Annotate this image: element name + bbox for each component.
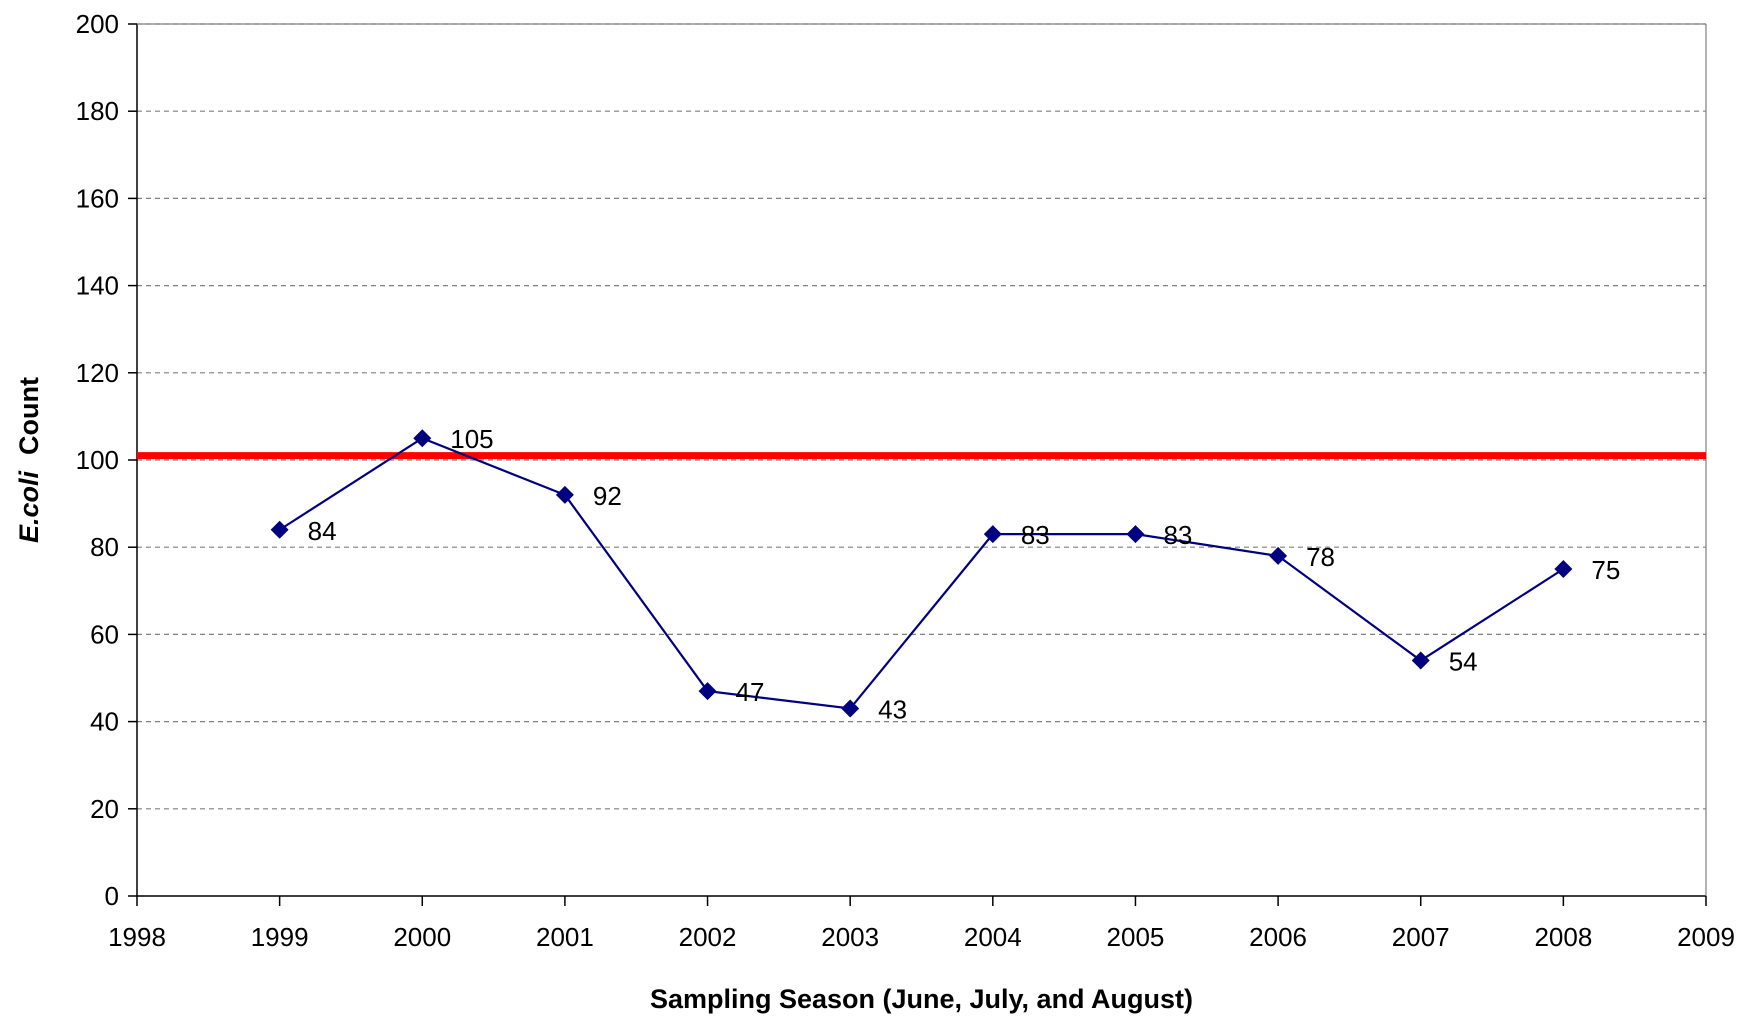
y-tick-label-60: 60 [90,619,119,649]
x-tick-label-1998: 1998 [108,922,166,952]
series-line-0 [279,436,1564,710]
x-tick-label-2007: 2007 [1392,922,1450,952]
data-label-2006: 78 [1306,542,1335,572]
data-label-2007: 54 [1449,647,1478,677]
gridlines [137,23,1706,810]
data-point-2001 [555,485,574,504]
x-tick-label-2001: 2001 [536,922,594,952]
x-tick-label-2003: 2003 [821,922,879,952]
y-tick-label-160: 160 [76,183,119,213]
y-tick-label-40: 40 [90,707,119,737]
data-point-2003 [841,699,860,718]
y-tick-label-80: 80 [90,532,119,562]
x-tick-label-2006: 2006 [1249,922,1307,952]
y-tick-label-20: 20 [90,794,119,824]
y-tick-label-140: 140 [76,271,119,301]
y-tick-label-200: 200 [76,9,119,39]
data-label-1999: 84 [308,516,337,546]
data-labels: 84 105 92 47 43 83 83 78 54 75 [308,424,1621,724]
x-tick-label-2005: 2005 [1107,922,1165,952]
data-point-2006 [1269,546,1288,565]
x-tick-label-2004: 2004 [964,922,1022,952]
data-label-2004: 83 [1021,520,1050,550]
y-axis-title-rest: Count [14,377,44,455]
x-tick-label-2008: 2008 [1534,922,1592,952]
x-tick-label-2000: 2000 [393,922,451,952]
data-point-2000 [413,429,432,448]
data-label-2003: 43 [878,695,907,725]
x-axis-title: Sampling Season (June, July, and August) [650,984,1193,1014]
y-axis-title: E.coli Count [14,377,44,543]
x-tick-label-1999: 1999 [251,922,309,952]
axes: 0 20 40 60 80 100 120 140 160 180 200 1998 1999 2000 2… [76,9,1735,952]
y-tick-label-180: 180 [76,96,119,126]
data-label-2001: 92 [593,481,622,511]
y-tick-label-100: 100 [76,445,119,475]
data-label-2002: 47 [736,677,765,707]
data-point-2007 [1411,651,1430,670]
y-tick-label-120: 120 [76,358,119,388]
data-point-1999 [270,520,289,539]
y-tick-label-0: 0 [105,881,119,911]
data-label-2005: 83 [1163,520,1192,550]
y-axis-title-italic: E.coli [14,470,44,543]
data-label-2000: 105 [450,424,493,454]
data-point-2005 [1126,525,1145,544]
data-label-2008: 75 [1591,555,1620,585]
data-point-2004 [983,525,1002,544]
data-point-2002 [698,682,717,701]
data-point-2008 [1554,560,1573,578]
series-layer [270,429,1573,718]
x-tick-label-2009: 2009 [1677,922,1735,952]
x-tick-label-2002: 2002 [679,922,737,952]
